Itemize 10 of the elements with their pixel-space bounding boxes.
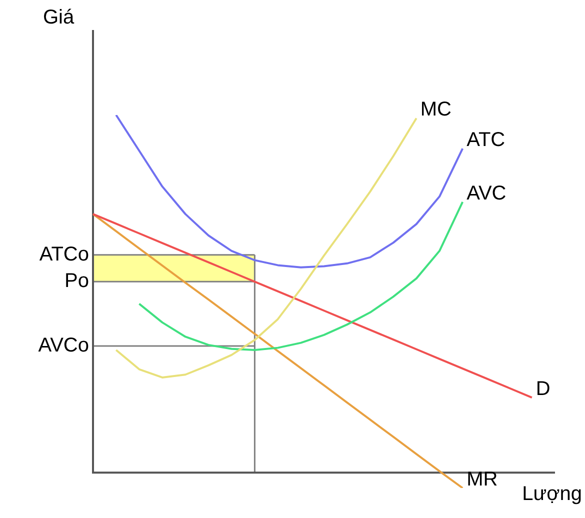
series-label: D xyxy=(536,378,550,400)
ref-line-label: ATCo xyxy=(39,243,89,266)
series-label: MR xyxy=(466,468,498,491)
series-label: ATC xyxy=(466,129,506,152)
series-label: MC xyxy=(420,98,452,121)
ref-line-label: Po xyxy=(64,270,89,292)
ref-line-label: AVCo xyxy=(38,334,89,357)
x-axis-title: Lượng xyxy=(522,483,582,506)
y-axis-title: Giá xyxy=(43,6,75,29)
series-label: AVC xyxy=(466,182,506,204)
